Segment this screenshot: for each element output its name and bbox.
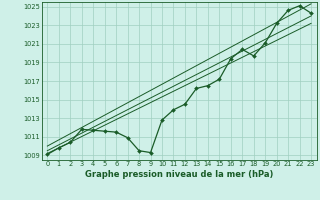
X-axis label: Graphe pression niveau de la mer (hPa): Graphe pression niveau de la mer (hPa): [85, 170, 273, 179]
